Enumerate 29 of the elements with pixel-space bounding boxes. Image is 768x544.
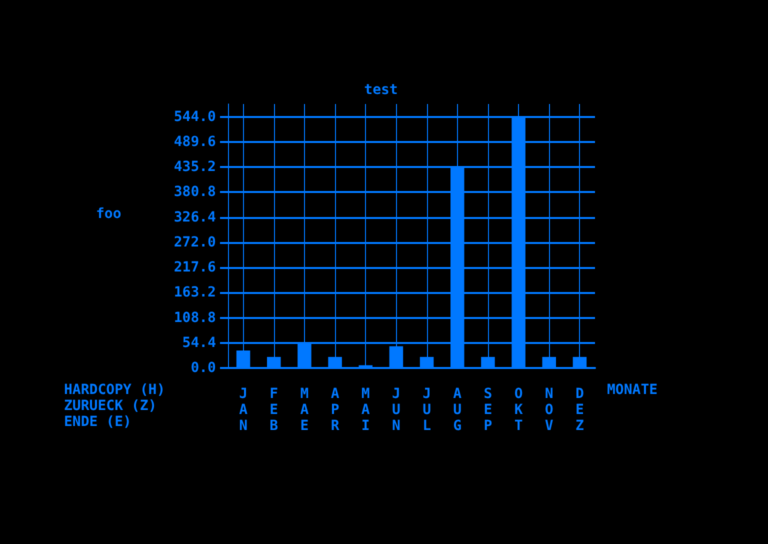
- y-tick-label: 435.2: [174, 159, 216, 176]
- text: ZURUECK (Z): [64, 398, 157, 414]
- y-tick-label: 272.0: [174, 234, 216, 250]
- y-tick-label: 108.8: [174, 310, 216, 326]
- x-tick-label: JAN: [239, 386, 248, 434]
- x-tick-label: DEZ: [575, 386, 584, 434]
- y-tick-label: 326.4: [174, 209, 216, 226]
- y-tick-label: 489.6: [174, 134, 216, 150]
- x-tick-label: JUN: [392, 386, 400, 434]
- x-tick-label: MAE: [300, 386, 310, 434]
- chart-title: test: [364, 82, 398, 98]
- x-tick-label: OKT: [514, 386, 524, 434]
- x-tick-label: AUG: [453, 386, 462, 434]
- y-tick-label: 0.0: [190, 360, 216, 376]
- x-tick-label: FEB: [270, 386, 278, 434]
- y-tick-label: 163.2: [174, 284, 216, 301]
- text: HARDCOPY (H): [64, 382, 166, 398]
- x-tick-label: SEP: [484, 386, 492, 434]
- y-tick-label: 54.4: [182, 334, 216, 351]
- y-tick-label: 380.8: [174, 184, 216, 200]
- y-axis-title: foo: [96, 206, 122, 222]
- y-tick-label: 544.0: [174, 108, 216, 125]
- text: ENDE (E): [64, 414, 132, 430]
- x-tick-label: APR: [330, 386, 340, 434]
- y-tick-label: 217.6: [174, 260, 216, 276]
- x-tick-label: NOV: [544, 386, 554, 434]
- x-tick-label: MAI: [361, 386, 370, 434]
- x-tick-label: JUL: [422, 386, 432, 434]
- x-axis-title: MONATE: [607, 382, 658, 398]
